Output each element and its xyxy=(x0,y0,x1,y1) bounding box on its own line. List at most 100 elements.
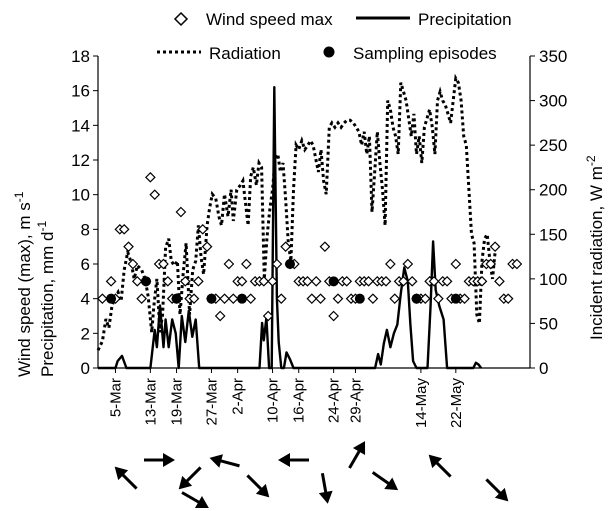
y-left-tick-label: 10 xyxy=(71,186,90,205)
y-left-tick-label: 6 xyxy=(81,255,90,274)
legend-item-wind-speed: Wind speed max xyxy=(173,10,333,29)
wind-arrow-icon xyxy=(246,474,270,498)
wind-speed-point xyxy=(302,275,313,287)
wind-speed-point xyxy=(310,275,322,287)
x-tick-label: 10-Apr xyxy=(265,378,282,423)
wind-arrow-shaft xyxy=(320,472,328,496)
sampling-point xyxy=(106,293,117,304)
legend-marker-diamond-icon xyxy=(173,11,189,27)
wind-arrow-icon xyxy=(318,472,333,504)
y-left-tick-label: 8 xyxy=(81,220,90,239)
sampling-point xyxy=(354,293,365,304)
legend-item-radiation: Radiation xyxy=(157,44,281,63)
wind-speed-point xyxy=(367,293,379,305)
wind-speed-point xyxy=(214,310,226,322)
x-tick-label: 24-Apr xyxy=(326,378,343,423)
wind-arrow-shaft xyxy=(433,459,452,478)
wind-speed-point xyxy=(428,275,440,287)
wind-speed-point xyxy=(136,293,147,305)
wind-arrow-head xyxy=(178,475,193,490)
wind-arrow-shaft xyxy=(485,478,504,497)
wind-speed-point xyxy=(105,275,117,287)
y-right-tick-label: 300 xyxy=(539,92,567,111)
wind-arrow-head xyxy=(428,454,443,469)
wind-arrow-icon xyxy=(348,441,366,469)
radiation-line xyxy=(96,73,497,351)
wind-speed-point xyxy=(245,293,257,305)
precipitation-line xyxy=(98,85,483,370)
wind-speed-point xyxy=(188,293,200,305)
wind-arrow-icon xyxy=(181,491,209,509)
wind-speed-point xyxy=(241,258,252,270)
wind-arrow-head xyxy=(352,441,366,456)
legend-label-sampling: Sampling episodes xyxy=(353,44,497,63)
x-tick-label: 27-Mar xyxy=(203,378,220,426)
wind-speed-point xyxy=(489,241,501,253)
wind-arrow-icon xyxy=(278,453,309,467)
wind-speed-point xyxy=(402,258,414,270)
wind-arrow-shaft xyxy=(119,471,138,490)
wind-speed-point xyxy=(341,275,353,287)
wind-arrow-shaft xyxy=(348,448,362,469)
wind-arrow-icon xyxy=(114,466,138,490)
wind-speed-point xyxy=(145,171,156,183)
y-left-tick-label: 18 xyxy=(71,47,90,66)
y-right-tick-label: 200 xyxy=(539,181,567,200)
wind-speed-point xyxy=(223,258,235,270)
wind-arrow-icon xyxy=(371,471,399,491)
wind-speed-point xyxy=(328,310,339,322)
wind-speed-point xyxy=(201,241,213,253)
wind-speed-point xyxy=(280,241,291,253)
sampling-point xyxy=(328,276,339,287)
wind-speed-point xyxy=(162,275,174,287)
wind-arrow-head xyxy=(384,477,399,491)
x-tick-label: 2-Apr xyxy=(230,378,247,415)
wind-arrow-head xyxy=(494,487,509,502)
wind-speed-point xyxy=(97,293,108,305)
wind-speed-point xyxy=(158,258,169,270)
wind-speed-point xyxy=(380,275,392,287)
legend-item-precipitation: Precipitation xyxy=(356,10,512,29)
wind-direction-arrows xyxy=(114,441,509,509)
wind-speed-point xyxy=(197,223,209,235)
y-right-tick-label: 350 xyxy=(539,47,567,66)
wind-speed-point xyxy=(485,258,497,270)
wind-speed-point xyxy=(406,275,418,287)
wind-speed-point xyxy=(476,275,488,287)
x-tick-label: 13-Mar xyxy=(142,378,159,426)
sampling-point xyxy=(411,293,422,304)
x-tick-label: 22-May xyxy=(448,378,465,429)
wind-speed-point xyxy=(433,293,444,305)
wind-speed-point xyxy=(363,275,374,287)
legend-label-precip: Precipitation xyxy=(418,10,512,29)
wind-speed-point xyxy=(175,206,187,218)
wind-arrow-head xyxy=(194,495,209,509)
wind-speed-point xyxy=(441,275,453,287)
sampling-point xyxy=(141,276,151,287)
legend-label-wind: Wind speed max xyxy=(206,10,333,29)
wind-speed-point xyxy=(385,258,396,270)
wind-arrow-shaft xyxy=(181,491,202,505)
wind-arrow-head xyxy=(255,483,270,498)
wind-speed-point xyxy=(389,293,401,305)
legend-item-sampling: Sampling episodes xyxy=(323,44,497,63)
legend-marker-filled-circle xyxy=(323,46,335,58)
wind-speed-point xyxy=(502,293,514,305)
sampling-point xyxy=(285,259,295,269)
y-left-tick-label: 12 xyxy=(71,151,90,170)
wind-arrow-shaft xyxy=(183,466,202,485)
wind-speed-point xyxy=(193,275,204,287)
wind-speed-point xyxy=(450,258,462,270)
wind-speed-point xyxy=(267,275,278,287)
wind-speed-point xyxy=(123,241,134,253)
y-right-tick-label: 100 xyxy=(539,270,567,289)
wind-speed-point xyxy=(332,293,344,305)
y-left-tick-label: 16 xyxy=(71,82,90,101)
wind-speed-point xyxy=(219,293,230,305)
wind-speed-point xyxy=(227,293,239,305)
y-left-title-line2-text: Precipitation, mm d xyxy=(38,232,57,378)
sampling-point xyxy=(450,293,461,304)
x-tick-label: 14-May xyxy=(413,378,430,429)
sampling-point xyxy=(171,293,182,304)
y-right-tick-label: 50 xyxy=(539,314,558,333)
